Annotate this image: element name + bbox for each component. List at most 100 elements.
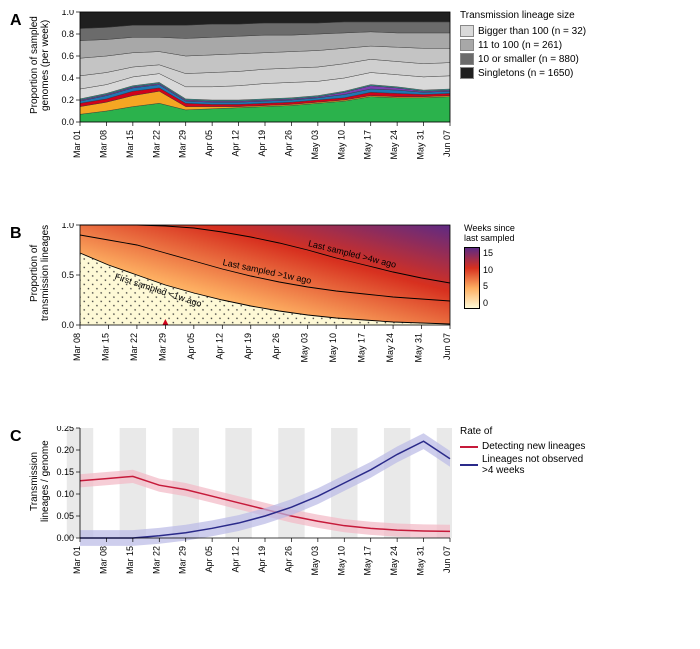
svg-text:May 24: May 24 [389, 546, 399, 576]
svg-text:Mar 01: Mar 01 [72, 130, 82, 158]
svg-text:May 17: May 17 [363, 130, 373, 160]
svg-text:0.10: 0.10 [56, 489, 74, 499]
svg-text:Jun 07: Jun 07 [442, 333, 452, 360]
panel-b-label: B [10, 223, 28, 243]
svg-text:0.25: 0.25 [56, 426, 74, 433]
panel-b: B Proportion oftransmission lineages Las… [10, 223, 690, 418]
svg-text:1.0: 1.0 [61, 223, 74, 230]
legend-item: Lineages not observed>4 weeks [460, 454, 585, 476]
svg-text:0.05: 0.05 [56, 511, 74, 521]
svg-text:0.0: 0.0 [61, 320, 74, 330]
panel-c-legend-title: Rate of [460, 426, 585, 437]
legend-swatch [460, 25, 474, 37]
gradient-tick: 5 [483, 281, 493, 291]
legend-line-swatch [460, 464, 478, 466]
gradient-tick: 10 [483, 265, 493, 275]
svg-text:Mar 08: Mar 08 [98, 130, 108, 158]
legend-swatch [460, 53, 474, 65]
panel-b-gradient-legend: Weeks sincelast sampled 0 5 10 15 [464, 223, 515, 309]
figure: A Proportion of sampledgenomes (per week… [10, 10, 690, 631]
svg-text:May 10: May 10 [336, 546, 346, 576]
gradient-tick: 0 [483, 298, 493, 308]
svg-text:Apr 05: Apr 05 [204, 130, 214, 157]
svg-text:Apr 19: Apr 19 [257, 546, 267, 573]
legend-label: 10 or smaller (n = 880) [478, 54, 579, 65]
panel-a-legend-title: Transmission lineage size [460, 10, 586, 21]
svg-text:Apr 12: Apr 12 [231, 546, 241, 573]
svg-text:Jun 07: Jun 07 [442, 130, 452, 157]
legend-label: Singletons (n = 1650) [478, 68, 573, 79]
panel-a-chart: 0.00.20.40.60.81.0Mar 01Mar 08Mar 15Mar … [52, 10, 452, 173]
svg-text:0.20: 0.20 [56, 445, 74, 455]
legend-item: 10 or smaller (n = 880) [460, 53, 586, 65]
svg-text:Mar 01: Mar 01 [72, 546, 82, 574]
svg-text:Apr 26: Apr 26 [271, 333, 281, 360]
svg-text:0.8: 0.8 [61, 29, 74, 39]
svg-text:May 10: May 10 [328, 333, 338, 363]
svg-text:Mar 22: Mar 22 [151, 130, 161, 158]
svg-text:Mar 22: Mar 22 [129, 333, 139, 361]
legend-label: Detecting new lineages [482, 441, 585, 452]
svg-text:May 31: May 31 [414, 333, 424, 363]
gradient-legend-title: Weeks sincelast sampled [464, 223, 515, 243]
svg-text:0.15: 0.15 [56, 467, 74, 477]
panel-c-legend: Rate of Detecting new lineages Lineages no… [460, 426, 585, 478]
svg-text:May 03: May 03 [310, 130, 320, 160]
panel-c-ylabel: Transmissionlineages / genome [28, 426, 52, 536]
panel-b-chart: Last sampled >1w agoLast sampled >4w ago… [52, 223, 452, 376]
svg-text:0.5: 0.5 [61, 270, 74, 280]
svg-text:0.4: 0.4 [61, 73, 74, 83]
panel-c: C Transmissionlineages / genome 0.00 0.05… [10, 426, 690, 631]
legend-item: Bigger than 100 (n = 32) [460, 25, 586, 37]
gradient-tick: 15 [483, 248, 493, 258]
svg-text:Apr 05: Apr 05 [204, 546, 214, 573]
svg-text:Mar 08: Mar 08 [98, 546, 108, 574]
svg-text:May 03: May 03 [300, 333, 310, 363]
panel-c-label: C [10, 426, 28, 446]
svg-text:May 03: May 03 [310, 546, 320, 576]
svg-text:May 24: May 24 [389, 130, 399, 160]
svg-text:0.6: 0.6 [61, 51, 74, 61]
panel-a-legend: Transmission lineage size Bigger than 100… [460, 10, 586, 81]
svg-text:0.0: 0.0 [61, 117, 74, 127]
legend-label: Lineages not observed>4 weeks [482, 454, 583, 476]
svg-text:0.00: 0.00 [56, 533, 74, 543]
svg-text:Apr 19: Apr 19 [257, 130, 267, 157]
svg-text:Apr 05: Apr 05 [186, 333, 196, 360]
svg-text:Apr 26: Apr 26 [283, 546, 293, 573]
legend-item: 11 to 100 (n = 261) [460, 39, 586, 51]
svg-text:Mar 22: Mar 22 [151, 546, 161, 574]
legend-item: Detecting new lineages [460, 441, 585, 452]
svg-text:May 17: May 17 [363, 546, 373, 576]
svg-text:May 10: May 10 [336, 130, 346, 160]
panel-b-ylabel: Proportion oftransmission lineages [28, 223, 52, 323]
svg-text:1.0: 1.0 [61, 10, 74, 17]
panel-a: A Proportion of sampledgenomes (per week… [10, 10, 690, 215]
legend-label: Bigger than 100 (n = 32) [478, 26, 586, 37]
svg-text:Mar 29: Mar 29 [178, 546, 188, 574]
svg-text:Mar 29: Mar 29 [178, 130, 188, 158]
svg-text:Jun 07: Jun 07 [442, 546, 452, 573]
svg-text:May 31: May 31 [416, 130, 426, 160]
svg-text:May 24: May 24 [385, 333, 395, 363]
legend-label: 11 to 100 (n = 261) [478, 40, 562, 51]
svg-text:May 31: May 31 [416, 546, 426, 576]
svg-text:Apr 12: Apr 12 [231, 130, 241, 157]
svg-text:Mar 08: Mar 08 [72, 333, 82, 361]
panel-c-chart: 0.00 0.05 0.10 0.15 0.20 0.25 Mar 01 Mar 08 Mar … [52, 426, 452, 589]
legend-swatch [460, 39, 474, 51]
svg-text:May 17: May 17 [357, 333, 367, 363]
panel-a-label: A [10, 10, 28, 30]
svg-text:Apr 12: Apr 12 [214, 333, 224, 360]
svg-text:Mar 15: Mar 15 [100, 333, 110, 361]
svg-text:Apr 19: Apr 19 [243, 333, 253, 360]
legend-line-swatch [460, 446, 478, 448]
gradient-bar [464, 247, 480, 309]
svg-text:Apr 26: Apr 26 [283, 130, 293, 157]
panel-a-ylabel: Proportion of sampledgenomes (per week) [28, 10, 52, 120]
svg-text:Mar 15: Mar 15 [125, 130, 135, 158]
svg-text:Mar 15: Mar 15 [125, 546, 135, 574]
svg-text:Mar 29: Mar 29 [157, 333, 167, 361]
legend-item: Singletons (n = 1650) [460, 67, 586, 79]
legend-swatch [460, 67, 474, 79]
